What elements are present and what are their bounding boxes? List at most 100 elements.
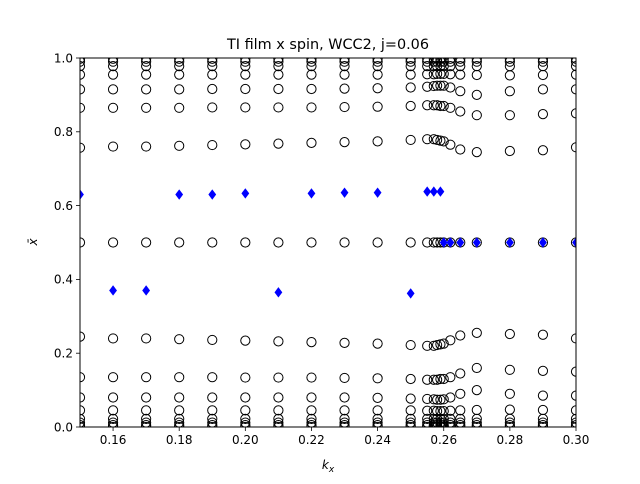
wcc-circle-point: [306, 58, 317, 67]
wcc-circle-point: [240, 139, 251, 150]
wcc-circle-point: [174, 102, 185, 113]
wcc-circle-point: [273, 420, 284, 427]
wcc-circle-point: [445, 58, 456, 64]
wcc-circle-point: [504, 58, 515, 67]
wcc-circle-point: [455, 413, 466, 424]
wcc-circle-point: [504, 364, 515, 375]
wcc-circle-point: [504, 328, 515, 340]
wcc-circle-point: [428, 58, 439, 64]
wcc-circle-point: [207, 334, 218, 346]
wcc-circle-point: [273, 336, 284, 347]
wcc-circle-point: [435, 100, 446, 112]
wcc-circle-point: [422, 413, 433, 424]
wcc-circle-point: [240, 102, 251, 113]
wcc-circle-point: [107, 417, 119, 427]
wcc-circle-point: [306, 420, 317, 427]
wcc-circle-point: [405, 420, 416, 427]
wcc-circle-point: [273, 61, 284, 72]
wcc-circle-point: [428, 237, 439, 248]
wcc-circle-point: [405, 393, 416, 404]
wcc-circle-point: [405, 134, 416, 146]
wcc-circle-point: [306, 69, 317, 80]
wcc-circle-point: [428, 374, 439, 385]
wcc-circle-point: [107, 84, 119, 95]
wcc-circle-point: [422, 393, 433, 405]
wcc-circle-point: [438, 100, 449, 112]
wcc-circle-point: [471, 61, 482, 72]
wcc-circle-point: [570, 366, 576, 377]
wcc-circle-point: [306, 83, 317, 95]
wcc-circle-point: [273, 237, 284, 248]
wcc-circle-point: [174, 413, 185, 424]
wcc-circle-point: [273, 405, 284, 416]
wcc-circle-point: [306, 237, 317, 248]
wcc-circle-point: [306, 61, 317, 72]
x-tick-label: 0.30: [563, 433, 590, 447]
wcc-circle-point: [537, 365, 549, 377]
wcc-circle-point: [372, 83, 383, 94]
wcc-circle-point: [570, 417, 576, 427]
wcc-circle-point: [405, 69, 416, 80]
wcc-circle-point: [422, 81, 433, 92]
wcc-circle-point: [174, 84, 185, 95]
wcc-circle-point: [422, 58, 433, 64]
wcc-circle-point: [273, 83, 284, 95]
wcc-circle-point: [471, 420, 482, 427]
wcc-diamond-point: [307, 188, 316, 199]
wcc-circle-point: [504, 420, 515, 427]
y-axis-label: x̄: [26, 238, 40, 247]
wcc-circle-point: [107, 405, 119, 416]
y-tick-label: 1.0: [54, 51, 73, 65]
ticks-layer: 0.16 0.18 0.20 0.22 0.24 0.26 0.28 0.30 0.0 0.2 0.…: [54, 51, 589, 447]
wcc-circle-point: [107, 413, 119, 424]
wcc-circle-point: [422, 420, 433, 427]
wcc-circle-point: [306, 372, 317, 383]
wcc-circle-point: [570, 413, 576, 424]
wcc-circle-point: [570, 84, 576, 95]
wcc-circle-point: [306, 102, 317, 113]
wcc-circle-point: [445, 82, 456, 93]
wcc-circle-point: [174, 392, 185, 403]
wcc-circle-point: [570, 237, 576, 248]
wcc-circle-point: [240, 58, 251, 64]
wcc-diamond-point: [472, 237, 481, 248]
wcc-circle-point: [405, 405, 416, 416]
wcc-circle-point: [107, 333, 119, 344]
wcc-circle-point: [438, 413, 449, 424]
wcc-circle-point: [107, 392, 119, 403]
wcc-circle-point: [455, 368, 466, 379]
y-tick-label: 0.4: [54, 273, 73, 287]
y-tick-label: 0.6: [54, 199, 73, 213]
wcc-circle-point: [174, 140, 185, 151]
wcc-circle-point: [570, 58, 576, 67]
wcc-circle-point: [372, 58, 383, 64]
wcc-circle-point: [445, 61, 456, 72]
wcc-circle-point: [435, 394, 446, 405]
wcc-circle-point: [339, 417, 350, 427]
wcc-circle-point: [438, 136, 449, 147]
wcc-circle-point: [422, 69, 433, 80]
wcc-circle-point: [422, 237, 433, 248]
wcc-circle-point: [240, 405, 251, 416]
wcc-circle-point: [339, 58, 350, 67]
wcc-circle-point: [537, 417, 549, 427]
wcc-circle-point: [141, 58, 152, 67]
wcc-circle-point: [107, 141, 119, 152]
wcc-circle-point: [471, 362, 482, 374]
wcc-circle-point: [141, 58, 152, 64]
wcc-circle-point: [438, 406, 449, 417]
wcc-circle-point: [339, 237, 350, 248]
wcc-circle-point: [432, 394, 443, 405]
wcc-circle-point: [372, 373, 383, 384]
wcc-circle-point: [455, 86, 466, 97]
wcc-circle-point: [504, 61, 515, 72]
wcc-circle-point: [435, 80, 446, 91]
wcc-circle-point: [445, 417, 456, 427]
wcc-diamond-point: [436, 186, 445, 197]
wcc-circle-point: [471, 417, 482, 427]
wcc-circle-point: [435, 58, 446, 64]
wcc-circle-point: [372, 101, 383, 112]
wcc-circle-point: [471, 58, 482, 67]
